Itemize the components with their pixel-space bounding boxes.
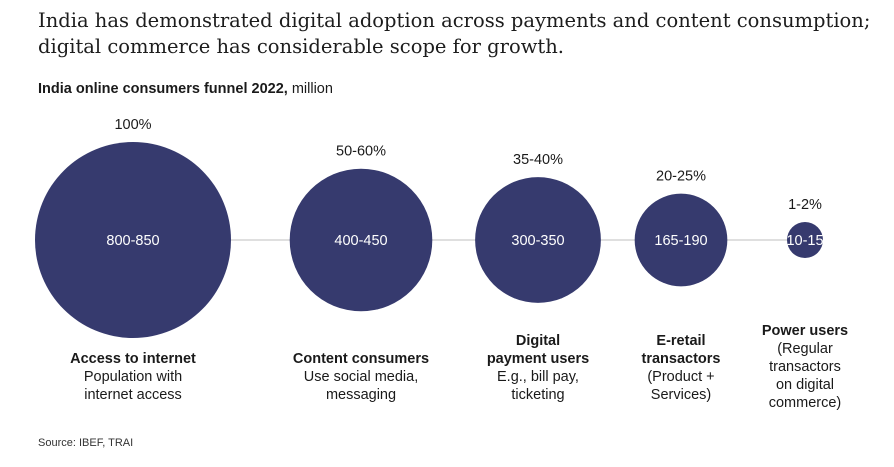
stage-name-digital-payment-users: payment users (486, 351, 590, 367)
stage-digital-payment-users: Digital payment users E.g., bill pay, ticke… (468, 332, 608, 404)
value-label-digital-payment-users: 300-350 (511, 233, 564, 249)
stage-e-retail-transactors: E-retail transactors (Product + Services) (621, 332, 741, 404)
stage-name-digital-payment-users: Digital (515, 333, 561, 349)
stage-power-users: Power users (Regular transactors on digital… (745, 322, 865, 412)
funnel-chart: 800-850 100% 400-450 50-60% 300-350 35-40% 165… (35, 117, 824, 338)
source-note: Source: IBEF, TRAI (38, 437, 134, 449)
share-label-content-consumers: 50-60% (336, 144, 386, 160)
stage-description-power-users: transactors (769, 359, 841, 375)
share-label-access-to-internet: 100% (114, 117, 151, 133)
chart-headline: India has demonstrated digital adoption … (38, 9, 871, 58)
stage-content-consumers: Content consumers Use social media, messag… (271, 350, 451, 404)
stage-description-digital-payment-users: E.g., bill pay, (497, 369, 579, 385)
stage-description-access-to-internet: Population with (83, 369, 183, 385)
value-label-access-to-internet: 800-850 (106, 233, 159, 249)
bubble-e-retail-transactors (634, 193, 728, 287)
chart-subtitle: India online consumers funnel 2022, mill… (38, 81, 333, 97)
stage-name-content-consumers: Content consumers (292, 351, 430, 367)
funnel-bubbles: 800-850 100% 400-450 50-60% 300-350 35-40% 165… (35, 117, 824, 338)
stage-name-e-retail-transactors: E-retail (656, 333, 706, 349)
share-label-e-retail-transactors: 20-25% (656, 169, 706, 185)
chart-title: India online consumers funnel 2022, (38, 81, 288, 97)
bubble-content-consumers (289, 168, 433, 312)
stage-access-to-internet: Access to internet Population with interne… (43, 350, 223, 404)
share-label-digital-payment-users: 35-40% (513, 152, 563, 168)
stage-description-power-users: (Regular (777, 341, 833, 357)
stage-description-e-retail-transactors: Services) (650, 387, 712, 403)
stage-name-power-users: Power users (761, 323, 849, 339)
value-label-content-consumers: 400-450 (334, 233, 387, 249)
bubble-access-to-internet (35, 142, 231, 338)
stage-description-e-retail-transactors: (Product + (647, 369, 715, 385)
value-label-e-retail-transactors: 165-190 (654, 233, 707, 249)
stage-description-power-users: on digital (775, 377, 835, 393)
stage-name-e-retail-transactors: transactors (641, 351, 721, 367)
stage-description-access-to-internet: internet access (84, 387, 182, 403)
stage-description-digital-payment-users: ticketing (511, 387, 565, 403)
chart-unit: million (287, 81, 333, 97)
stage-name-access-to-internet: Access to internet (70, 351, 196, 367)
bubble-digital-payment-users (475, 177, 601, 303)
stage-description-content-consumers: Use social media, (303, 369, 419, 385)
stage-description-power-users: commerce) (768, 395, 842, 411)
share-label-power-users: 1-2% (788, 197, 822, 213)
bubble-power-users (787, 222, 823, 258)
stage-description-content-consumers: messaging (325, 387, 397, 403)
value-label-power-users: 10-15 (786, 233, 823, 249)
